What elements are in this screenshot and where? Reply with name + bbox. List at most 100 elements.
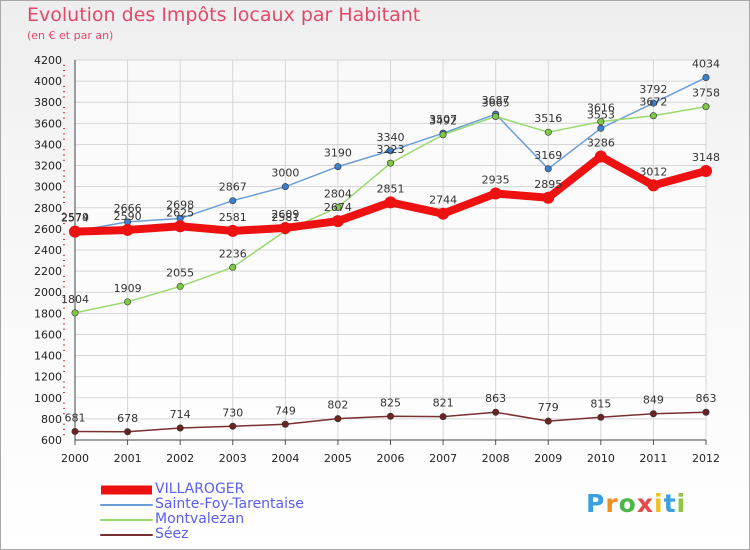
x-tick-label: 2007 [429, 452, 457, 465]
data-label: 3792 [639, 83, 667, 96]
data-label: 3223 [377, 143, 405, 156]
x-tick-label: 2001 [114, 452, 142, 465]
data-point [124, 298, 132, 306]
data-label: 678 [117, 412, 138, 425]
data-point [649, 99, 657, 107]
data-label: 2574 [61, 212, 89, 225]
y-tick-label: 1000 [34, 392, 62, 405]
legend-label: Sainte-Foy-Tarentaise [155, 496, 304, 512]
legend-label: VILLAROGER [155, 481, 245, 497]
data-point [597, 118, 605, 126]
data-point [176, 282, 184, 290]
y-tick-label: 3600 [34, 117, 62, 130]
chart-title: Evolution des Impôts locaux par Habitant [27, 4, 421, 26]
data-label: 2698 [166, 199, 194, 212]
data-label: 863 [696, 392, 717, 405]
data-label: 714 [170, 408, 191, 421]
data-label: 815 [590, 397, 611, 410]
data-label: 2851 [377, 182, 405, 195]
y-tick-label: 2400 [34, 244, 62, 257]
data-label: 2590 [114, 210, 142, 223]
data-point [384, 196, 397, 209]
data-point [492, 112, 500, 120]
chart-subtitle: (en € et par an) [27, 29, 114, 42]
data-point [544, 128, 552, 136]
x-tick-label: 2000 [61, 452, 89, 465]
data-label: 821 [433, 397, 454, 410]
data-point [176, 424, 184, 432]
x-tick-label: 2004 [271, 452, 299, 465]
y-tick-label: 800 [41, 413, 62, 426]
data-point [281, 420, 289, 428]
data-point [71, 427, 79, 435]
data-point [229, 197, 237, 205]
data-label: 2744 [429, 194, 457, 207]
data-label: 1804 [61, 293, 89, 306]
data-label: 3758 [692, 87, 720, 100]
data-point [702, 74, 710, 82]
data-point [386, 159, 394, 167]
y-tick-label: 4200 [34, 54, 62, 67]
y-tick-label: 1200 [34, 371, 62, 384]
data-point [229, 422, 237, 430]
data-point [331, 215, 344, 228]
data-point [492, 408, 500, 416]
data-point [700, 165, 712, 178]
y-tick-label: 2000 [34, 286, 62, 299]
y-tick-label: 2600 [34, 223, 62, 236]
data-point [597, 124, 605, 132]
data-point [124, 428, 132, 436]
x-tick-label: 2008 [482, 452, 510, 465]
data-label: 779 [538, 401, 559, 414]
data-label: 3553 [587, 108, 615, 121]
data-point [279, 221, 292, 234]
y-tick-label: 1800 [34, 307, 62, 320]
data-label: 3169 [534, 149, 562, 162]
data-label: 2935 [482, 174, 510, 187]
data-point [702, 103, 710, 111]
data-point [544, 417, 552, 425]
data-point [334, 203, 342, 211]
data-label: 3340 [377, 131, 405, 144]
data-label: 2674 [324, 201, 352, 214]
data-label: 749 [275, 404, 296, 417]
data-point [439, 131, 447, 139]
y-tick-label: 3000 [34, 181, 62, 194]
data-label: 3492 [429, 115, 457, 128]
data-label: 2236 [219, 247, 247, 260]
data-point [437, 207, 450, 220]
data-point [281, 183, 289, 191]
data-point [121, 223, 134, 236]
data-label: 2804 [324, 187, 352, 200]
data-point [489, 187, 502, 200]
data-point [69, 225, 81, 238]
data-point [597, 413, 605, 421]
y-tick-label: 2800 [34, 202, 62, 215]
data-point [544, 165, 552, 173]
data-point [647, 179, 660, 192]
y-tick-label: 3400 [34, 138, 62, 151]
data-label: 2666 [114, 202, 142, 215]
x-tick-label: 2009 [534, 452, 562, 465]
y-tick-label: 600 [41, 434, 62, 447]
y-tick-label: 4000 [34, 75, 62, 88]
data-label: 3616 [587, 102, 615, 115]
data-label: 825 [380, 396, 401, 409]
data-label: 802 [327, 399, 348, 412]
data-point [71, 309, 79, 317]
data-point [649, 112, 657, 120]
data-point [334, 415, 342, 423]
data-point [439, 413, 447, 421]
data-label: 2581 [219, 211, 247, 224]
data-point [386, 412, 394, 420]
data-label: 3286 [587, 136, 615, 149]
x-tick-label: 2005 [324, 452, 352, 465]
data-point [542, 191, 555, 204]
data-label: 3516 [534, 112, 562, 125]
x-tick-label: 2006 [377, 452, 405, 465]
data-label: 3507 [429, 113, 457, 126]
legend-label: Montvalezan [155, 511, 245, 527]
data-label: 2055 [166, 266, 194, 279]
data-label: 849 [643, 394, 664, 407]
